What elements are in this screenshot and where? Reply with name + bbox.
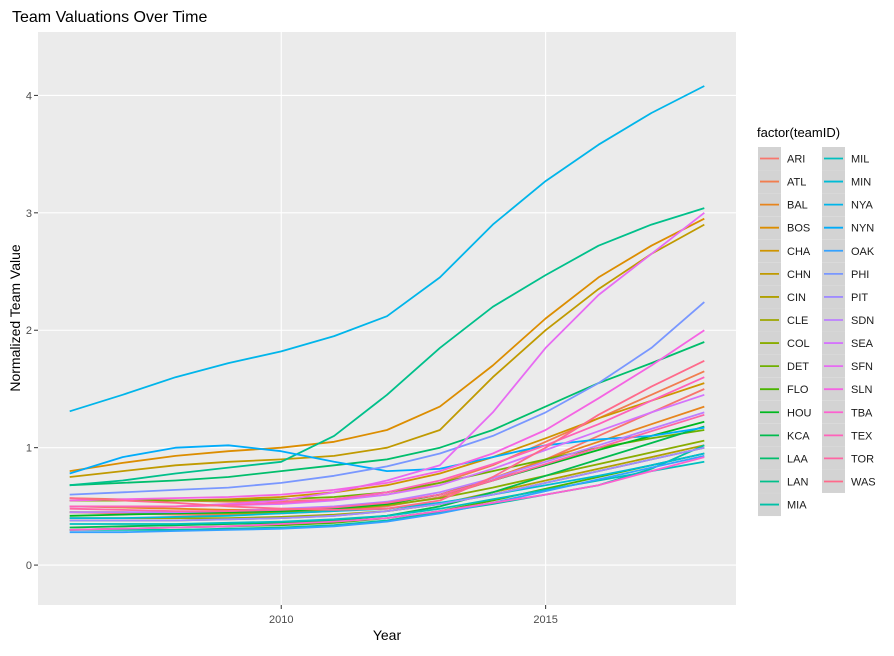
series-line [69,207,705,487]
series-line [69,329,705,502]
series-line [69,455,705,534]
legend-label: LAN [787,476,808,488]
legend-label: MIA [787,500,807,512]
legend-label: LAA [787,453,808,465]
legend-label: OAK [851,246,875,258]
series-line [69,420,705,517]
legend-label: BOS [787,223,810,235]
legend-label: NYA [851,200,873,212]
series-line [69,85,705,413]
legend-label: TBA [851,407,873,419]
series-line [69,388,705,516]
series-line [69,217,705,472]
legend-label: MIL [851,154,869,166]
legend-label: CIN [787,292,806,304]
series-line [69,359,705,511]
y-tick-label: 1 [26,443,32,455]
legend-label: COL [787,338,810,350]
legend-label: TEX [851,430,873,442]
y-tick-label: 4 [26,90,32,102]
legend-label: DET [787,361,809,373]
legend-label: PHI [851,269,869,281]
x-axis-title: Year [373,627,402,643]
legend-label: SDN [851,315,874,327]
panel [38,32,736,605]
y-tick-label: 2 [26,325,32,337]
legend-label: HOU [787,407,812,419]
legend-label: CHN [787,269,811,281]
series-line [69,301,705,496]
series-line [69,456,705,531]
legend-title: factor(teamID) [757,125,840,140]
legend-label: SFN [851,361,873,373]
legend-label: NYN [851,223,874,235]
legend-label: CHA [787,246,811,258]
legend-label: PIT [851,292,868,304]
x-tick-label: 2010 [269,614,293,626]
legend-label: MIN [851,177,871,189]
series-line [69,376,705,508]
y-tick-label: 0 [26,560,32,572]
legend-label: FLO [787,384,809,396]
series-line [69,460,705,525]
legend-label: KCA [787,430,810,442]
series-line [69,413,705,512]
chart-title: Team Valuations Over Time [12,9,207,26]
series-line [69,223,705,478]
legend-label: CLE [787,315,808,327]
y-tick-label: 3 [26,208,32,220]
legend-label: SLN [851,384,872,396]
legend-label: TOR [851,453,874,465]
series-line [69,411,705,514]
legend-label: SEA [851,338,874,350]
y-axis-title: Normalized Team Value [7,244,23,392]
series-line [69,426,705,475]
legend-label: WAS [851,476,876,488]
legend-label: BAL [787,200,808,212]
legend-label: ARI [787,154,805,166]
series-line [69,446,705,522]
x-tick-label: 2015 [533,614,557,626]
legend-label: ATL [787,177,806,189]
